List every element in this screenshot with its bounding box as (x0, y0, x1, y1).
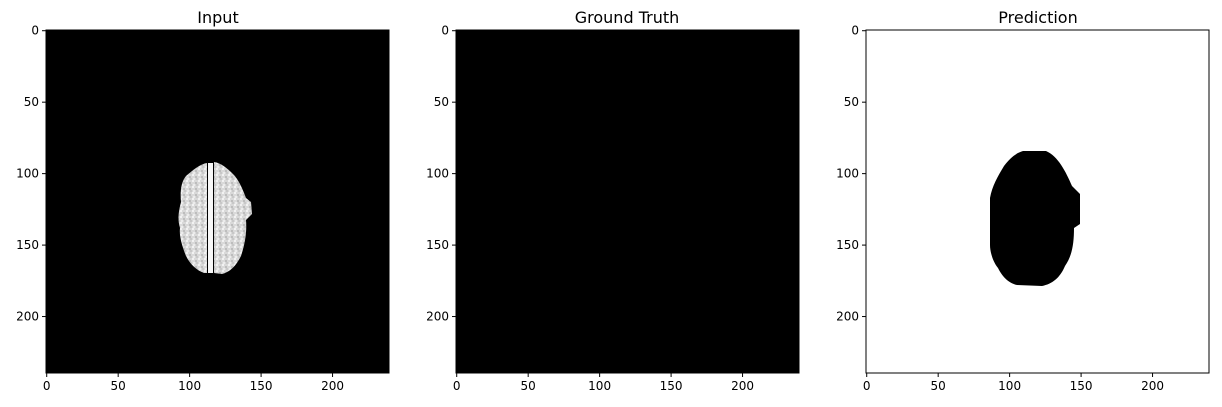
brain-right-hemisphere (214, 162, 252, 274)
x-axis-input: 0 50 100 150 200 (43, 373, 344, 393)
x-tick-label-input-50: 50 (111, 379, 126, 393)
y-tick-label-input-100: 100 (16, 167, 39, 181)
y-tick-label-prediction-150: 150 (836, 238, 859, 252)
panel-prediction: Prediction 0 50 100 150 200 0 50 100 150 200 (836, 8, 1210, 393)
x-tick-label-prediction-150: 150 (1070, 379, 1093, 393)
axes-frame-prediction (865, 29, 1210, 374)
y-tick-label-ground-truth-0: 0 (441, 24, 449, 38)
x-tick-label-ground-truth-100: 100 (588, 379, 611, 393)
panel-title-ground-truth: Ground Truth (575, 8, 680, 27)
y-tick-label-ground-truth-150: 150 (426, 238, 449, 252)
y-tick-label-prediction-50: 50 (844, 95, 859, 109)
panel-ground-truth: Ground Truth 0 50 100 150 200 0 50 100 150 200 (426, 8, 800, 393)
x-tick-label-input-200: 200 (321, 379, 344, 393)
y-tick-label-input-50: 50 (24, 95, 39, 109)
x-tick-label-input-150: 150 (250, 379, 273, 393)
y-axis-input: 0 50 100 150 200 (16, 24, 46, 324)
y-tick-label-ground-truth-100: 100 (426, 167, 449, 181)
x-tick-label-prediction-200: 200 (1141, 379, 1164, 393)
y-tick-label-ground-truth-50: 50 (434, 95, 449, 109)
image-area-ground-truth (456, 30, 799, 373)
y-axis-prediction: 0 50 100 150 200 (836, 24, 866, 324)
panel-input: Input 0 50 100 150 200 0 50 100 150 200 (16, 8, 390, 393)
y-tick-label-prediction-200: 200 (836, 310, 859, 324)
axes-frame-ground-truth (455, 29, 800, 374)
axes-frame-input (45, 29, 390, 374)
x-tick-label-input-100: 100 (178, 379, 201, 393)
panel-title-input: Input (197, 8, 238, 27)
panel-title-prediction: Prediction (998, 8, 1077, 27)
brain-fissure (208, 163, 213, 273)
brain-slice (178, 162, 252, 274)
x-tick-label-prediction-100: 100 (998, 379, 1021, 393)
predicted-mask-shape (990, 151, 1080, 286)
y-tick-label-ground-truth-200: 200 (426, 310, 449, 324)
x-tick-label-ground-truth-150: 150 (660, 379, 683, 393)
x-tick-label-prediction-50: 50 (931, 379, 946, 393)
x-tick-label-prediction-0: 0 (863, 379, 871, 393)
x-tick-label-ground-truth-0: 0 (453, 379, 461, 393)
y-tick-label-input-150: 150 (16, 238, 39, 252)
y-axis-ground-truth: 0 50 100 150 200 (426, 24, 456, 324)
x-tick-label-input-0: 0 (43, 379, 51, 393)
y-tick-label-input-200: 200 (16, 310, 39, 324)
x-axis-prediction: 0 50 100 150 200 (863, 373, 1164, 393)
y-tick-label-input-0: 0 (31, 24, 39, 38)
x-tick-label-ground-truth-50: 50 (521, 379, 536, 393)
y-tick-label-prediction-0: 0 (851, 24, 859, 38)
x-tick-label-ground-truth-200: 200 (731, 379, 754, 393)
x-axis-ground-truth: 0 50 100 150 200 (453, 373, 754, 393)
y-tick-label-prediction-100: 100 (836, 167, 859, 181)
brain-left-hemisphere (178, 163, 207, 273)
